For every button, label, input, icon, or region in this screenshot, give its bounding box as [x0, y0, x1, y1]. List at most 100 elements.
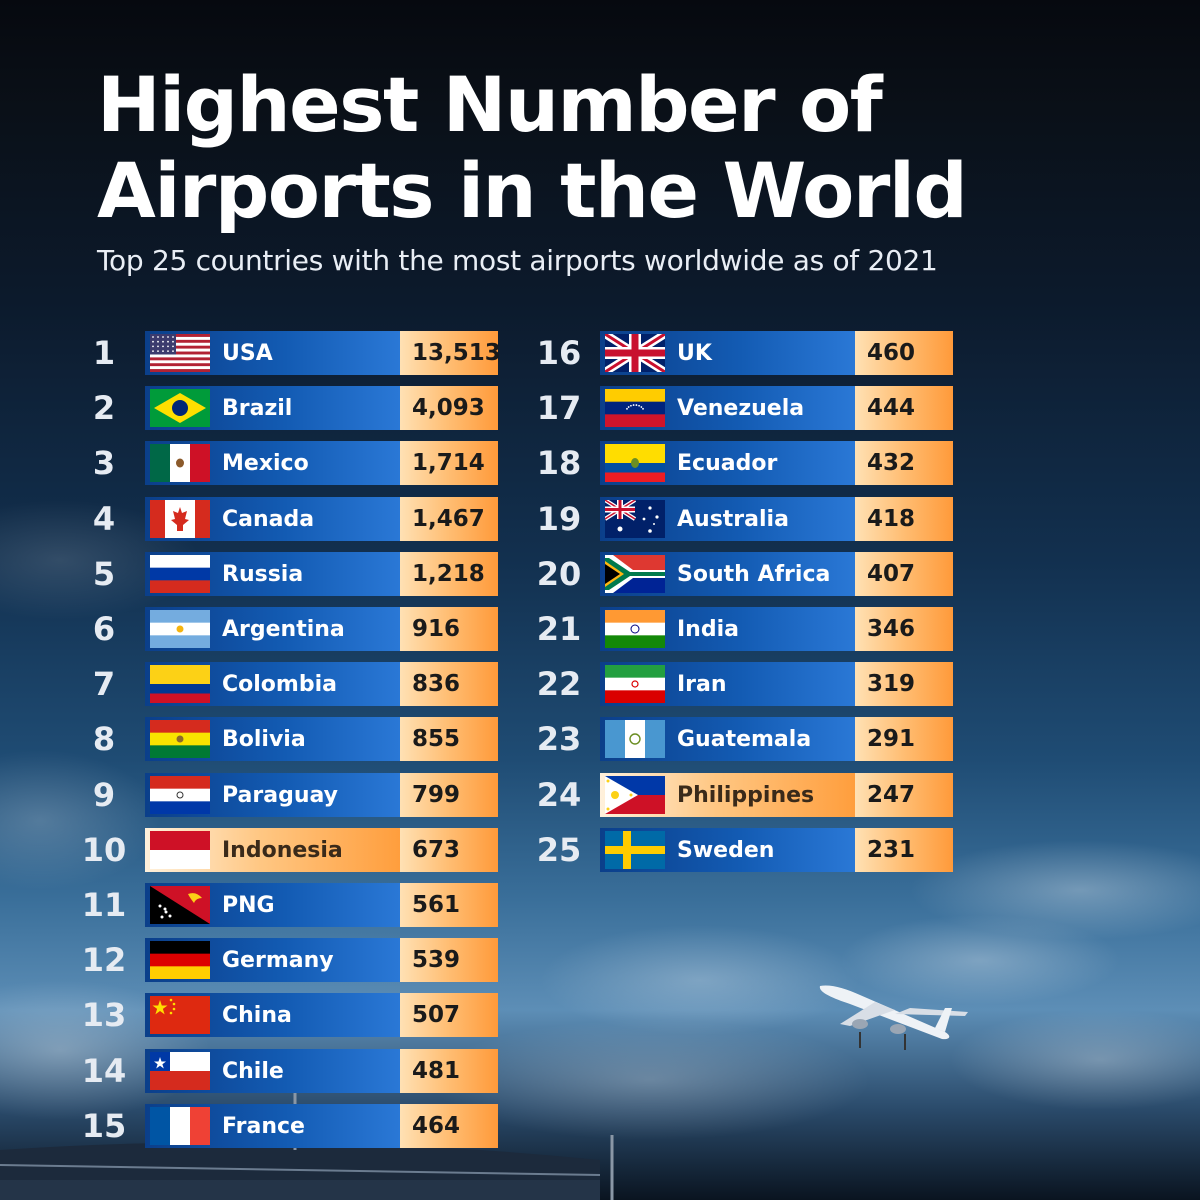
country-bar: Russia: [145, 552, 400, 596]
airport-count: 799: [400, 773, 498, 817]
france-flag-icon: [150, 1107, 210, 1145]
rank-label: 8: [92, 720, 116, 758]
country-bar: PNG: [145, 883, 400, 927]
rank-label: 20: [536, 555, 582, 593]
country-name: Colombia: [222, 671, 337, 697]
airport-count: 1,218: [400, 552, 498, 596]
airport-count: 444: [855, 386, 953, 430]
rank-label: 19: [536, 500, 582, 538]
airport-count: 836: [400, 662, 498, 706]
country-bar: Ecuador: [600, 441, 855, 485]
rank-label: 7: [92, 665, 116, 703]
airport-count: 432: [855, 441, 953, 485]
airport-count: 247: [855, 773, 953, 817]
rank-label: 24: [536, 776, 582, 814]
brazil-flag-icon: [150, 389, 210, 427]
ecuador-flag-icon: [605, 444, 665, 482]
usa-flag-icon: [150, 334, 210, 372]
country-name: Germany: [222, 947, 334, 973]
country-name: Brazil: [222, 395, 293, 421]
airport-terminal-icon: [0, 1075, 614, 1200]
png-flag-icon: [150, 886, 210, 924]
country-name: Venezuela: [677, 395, 805, 421]
country-name: Canada: [222, 506, 315, 532]
country-name: Indonesia: [222, 837, 343, 863]
airport-count: 539: [400, 938, 498, 982]
country-bar: Iran: [600, 662, 855, 706]
rank-label: 18: [536, 444, 582, 482]
country-name: Australia: [677, 506, 789, 532]
sweden-flag-icon: [605, 831, 665, 869]
country-bar: Brazil: [145, 386, 400, 430]
country-name: Chile: [222, 1058, 284, 1084]
airport-count: 4,093: [400, 386, 498, 430]
iran-flag-icon: [605, 665, 665, 703]
country-bar: Venezuela: [600, 386, 855, 430]
country-bar: South Africa: [600, 552, 855, 596]
south-africa-flag-icon: [605, 555, 665, 593]
guatemala-flag-icon: [605, 720, 665, 758]
airport-count: 481: [400, 1049, 498, 1093]
country-bar: UK: [600, 331, 855, 375]
clouds: [0, 500, 1200, 1140]
country-bar: Bolivia: [145, 717, 400, 761]
airport-count: 507: [400, 993, 498, 1037]
airport-count: 13,513: [400, 331, 501, 375]
country-bar: Germany: [145, 938, 400, 982]
indonesia-flag-icon: [150, 831, 210, 869]
rank-label: 3: [92, 444, 116, 482]
colombia-flag-icon: [150, 665, 210, 703]
airport-count: 464: [400, 1104, 498, 1148]
country-bar: Philippines: [600, 773, 855, 817]
rank-label: 2: [92, 389, 116, 427]
country-name: Bolivia: [222, 726, 306, 752]
argentina-flag-icon: [150, 610, 210, 648]
venezuela-flag-icon: [605, 389, 665, 427]
uk-flag-icon: [605, 334, 665, 372]
country-name: USA: [222, 340, 273, 366]
rank-label: 11: [81, 886, 127, 924]
country-name: France: [222, 1113, 305, 1139]
airport-count: 561: [400, 883, 498, 927]
country-bar: Paraguay: [145, 773, 400, 817]
germany-flag-icon: [150, 941, 210, 979]
airport-count: 407: [855, 552, 953, 596]
rank-label: 5: [92, 555, 116, 593]
country-bar: USA: [145, 331, 400, 375]
country-name: Philippines: [677, 782, 815, 808]
australia-flag-icon: [605, 500, 665, 538]
airport-count: 346: [855, 607, 953, 651]
rank-label: 12: [81, 941, 127, 979]
chart-title: Highest Number of Airports in the World: [97, 60, 968, 235]
russia-flag-icon: [150, 555, 210, 593]
country-name: Iran: [677, 671, 727, 697]
airport-count: 673: [400, 828, 498, 872]
rank-label: 14: [81, 1052, 127, 1090]
airplane-icon: [819, 985, 968, 1050]
philippines-flag-icon: [605, 776, 665, 814]
airport-count: 291: [855, 717, 953, 761]
airport-count: 1,467: [400, 497, 498, 541]
airport-count: 1,714: [400, 441, 498, 485]
rank-label: 4: [92, 500, 116, 538]
country-bar: Chile: [145, 1049, 400, 1093]
canada-flag-icon: [150, 500, 210, 538]
airport-count: 418: [855, 497, 953, 541]
china-flag-icon: [150, 996, 210, 1034]
country-name: Sweden: [677, 837, 775, 863]
chart-subtitle: Top 25 countries with the most airports …: [97, 244, 938, 277]
rank-label: 22: [536, 665, 582, 703]
country-bar: China: [145, 993, 400, 1037]
country-bar: Colombia: [145, 662, 400, 706]
airport-count: 460: [855, 331, 953, 375]
country-bar: India: [600, 607, 855, 651]
airport-count: 855: [400, 717, 498, 761]
country-bar: Indonesia: [145, 828, 400, 872]
rank-label: 13: [81, 996, 127, 1034]
country-name: China: [222, 1002, 292, 1028]
india-flag-icon: [605, 610, 665, 648]
country-bar: Sweden: [600, 828, 855, 872]
paraguay-flag-icon: [150, 776, 210, 814]
